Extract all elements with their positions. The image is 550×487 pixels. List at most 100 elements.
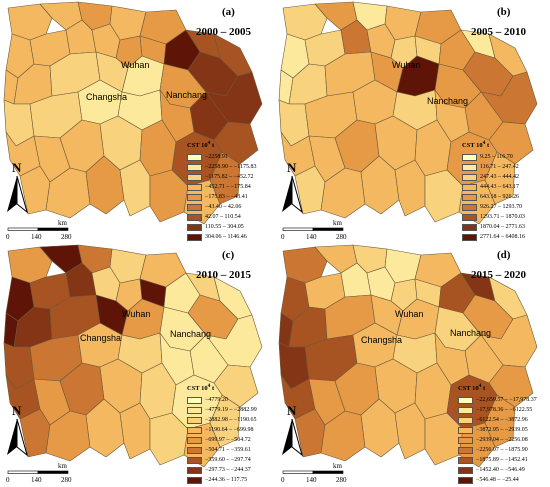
region-41 <box>183 422 221 468</box>
map-legend: CST 104 t −22,659.57 – −17,978.37 −17,978… <box>458 381 537 485</box>
legend-range-label: 1293.71 – 1870.03 <box>480 214 525 221</box>
legend-range-label: −452.71 – −175.84 <box>205 184 251 191</box>
legend-entry: 444.43 – 643.17 <box>462 182 525 192</box>
choropleth-map <box>278 244 538 468</box>
city-label-nanchang: Nanchang <box>166 90 208 100</box>
legend-swatch <box>462 183 477 191</box>
city-label-wuhan: Wuhan <box>122 309 151 319</box>
legend-entry: −4779.19 – −2882.99 <box>187 405 257 415</box>
legend-swatch <box>458 456 473 464</box>
legend-swatch <box>458 416 473 424</box>
panel-period: 2000 – 2005 <box>196 26 251 38</box>
svg-text:280: 280 <box>61 233 72 240</box>
legend-range-label: 110.55 – 304.05 <box>205 224 244 231</box>
legend-swatch <box>458 406 473 414</box>
map-panel-b: (b) 2005 – 2010 Wuhan Nanchang CST 104 t… <box>275 0 550 243</box>
legend-range-label: 42.07 – 110.54 <box>205 214 241 221</box>
legend-range-label: −699.97 – −504.72 <box>205 437 251 444</box>
svg-text:280: 280 <box>336 233 347 240</box>
legend-title: CST 104 t <box>187 140 215 150</box>
legend-range-label: 926.27 – 1293.70 <box>480 204 522 211</box>
legend-range-label: −1875.89 – −1452.41 <box>476 457 528 464</box>
legend-range-label: −2256.07 – −1875.90 <box>476 447 528 454</box>
svg-text:0: 0 <box>6 233 10 240</box>
legend-range-label: −43.40 – 42.06 <box>205 204 242 211</box>
north-arrow-icon: N <box>7 403 28 457</box>
legend-swatch <box>187 446 202 454</box>
region-39 <box>394 402 426 460</box>
north-arrow: N <box>4 160 30 221</box>
region-39 <box>119 402 151 460</box>
svg-text:km: km <box>333 219 343 227</box>
scale-bar: km 0 140 280 <box>279 218 359 242</box>
panel-period: 2010 – 2015 <box>196 269 251 281</box>
scale-bar: km 0 140 280 <box>279 461 359 485</box>
legend-entry: −1175.82 – −452.72 <box>187 172 257 182</box>
legend-range-label: 116.71 – 247.42 <box>480 164 519 171</box>
svg-text:0: 0 <box>281 233 285 240</box>
city-label-changsha: Changsha <box>80 333 122 343</box>
city-label-changsha: Changsha <box>86 92 128 102</box>
svg-text:0: 0 <box>281 476 285 483</box>
panel-label: (a) <box>222 6 235 18</box>
panel-period: 2015 – 2020 <box>471 269 526 281</box>
legend-range-label: −2939.04 – −2256.08 <box>476 437 528 444</box>
panel-label: (c) <box>222 249 235 261</box>
legend-range-label: −1452.40 – −546.49 <box>476 467 525 474</box>
legend-entry: −504.71 – −359.61 <box>187 445 257 455</box>
legend-range-label: 444.43 – 643.17 <box>480 184 519 191</box>
legend-entry: 9.25 – 116.70 <box>462 152 525 162</box>
panel-period: 2005 – 2010 <box>471 26 526 38</box>
legend-swatch <box>187 466 202 474</box>
legend-entry: −2939.04 – −2256.08 <box>458 435 537 445</box>
legend-range-label: 1870.04 – 2771.63 <box>480 224 525 231</box>
legend-range-label: −17,978.36 – −6122.55 <box>476 407 533 414</box>
legend-entry: −452.71 – −175.84 <box>187 182 257 192</box>
svg-text:280: 280 <box>336 476 347 483</box>
legend-entry: −17,978.36 – −6122.55 <box>458 405 537 415</box>
legend-entry: −1190.64 – −699.98 <box>187 425 257 435</box>
legend-entry: −175.83 – −43.41 <box>187 192 257 202</box>
legend-entry: −3872.95 – −2939.05 <box>458 425 537 435</box>
legend-swatch <box>458 466 473 474</box>
region-39 <box>119 159 151 217</box>
legend-entry: 1293.71 – 1870.03 <box>462 212 525 222</box>
legend-entry: −699.97 – −504.72 <box>187 435 257 445</box>
legend-swatch <box>458 426 473 434</box>
legend-title: CST 104 t <box>187 383 215 393</box>
legend-range-label: −359.60 – −297.74 <box>205 457 251 464</box>
legend-swatch <box>462 203 477 211</box>
region-35 <box>209 151 241 205</box>
svg-text:N: N <box>12 160 22 175</box>
legend-swatch <box>458 446 473 454</box>
legend-swatch <box>462 223 477 231</box>
legend-range-label: 9.25 – 116.70 <box>480 154 513 161</box>
legend-entry: −22,659.57 – −17,978.37 <box>458 395 537 405</box>
map-panel-c: (c) 2010 – 2015 Wuhan Changsha Nanchang … <box>0 243 275 486</box>
legend-entry: 926.27 – 1293.70 <box>462 202 525 212</box>
legend-range-label: −22,659.57 – −17,978.37 <box>476 397 537 404</box>
legend-swatch <box>187 426 202 434</box>
svg-text:N: N <box>287 403 297 418</box>
north-arrow-icon: N <box>282 403 303 457</box>
legend-entry: −4779.20 <box>187 395 257 405</box>
legend-entry: 643.18 – 926.26 <box>462 192 525 202</box>
legend-swatch <box>462 213 477 221</box>
legend-swatch <box>187 223 202 231</box>
legend-entry: −546.48 – −25.44 <box>458 475 537 485</box>
svg-text:280: 280 <box>61 476 72 483</box>
svg-text:140: 140 <box>31 476 42 483</box>
scale-bar: km 0 140 280 <box>4 218 84 242</box>
legend-range-label: −2882.98 – −1190.65 <box>205 417 257 424</box>
legend-range-label: −297.73 – −244.37 <box>205 467 251 474</box>
north-arrow-icon: N <box>7 160 28 214</box>
legend-swatch <box>187 153 202 161</box>
legend-swatch <box>187 173 202 181</box>
svg-text:140: 140 <box>31 233 42 240</box>
legend-entry: −1452.40 – −546.49 <box>458 465 537 475</box>
legend-swatch <box>187 163 202 171</box>
legend-swatch <box>458 436 473 444</box>
legend-range-label: −546.48 – −25.44 <box>476 477 519 484</box>
region-41 <box>183 179 221 225</box>
legend-range-label: −4779.20 <box>205 397 228 404</box>
